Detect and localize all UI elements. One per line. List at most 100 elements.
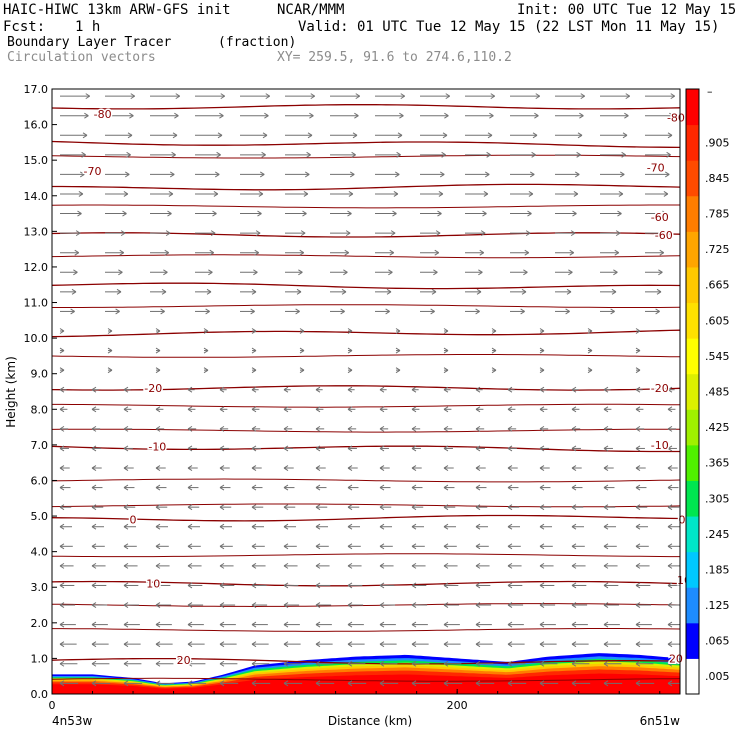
x-tick-label: 0 <box>49 699 56 712</box>
wind-vector-head <box>411 621 417 628</box>
wind-vector-head <box>635 562 641 569</box>
wind-vector-head <box>123 465 129 471</box>
wind-vector-head <box>635 386 641 393</box>
wind-vector-head <box>484 171 490 178</box>
wind-vector-head <box>656 288 662 295</box>
wind-vector-head <box>213 191 219 197</box>
wind-vector-head <box>315 406 321 413</box>
wind-vector-head <box>155 523 161 530</box>
wind-vector-head <box>174 112 179 119</box>
wind-vector-head <box>91 425 97 432</box>
wind-vector-head <box>155 582 161 589</box>
wind-vector-head <box>123 582 129 589</box>
wind-vector-head <box>635 602 641 608</box>
wind-vector-head <box>667 680 673 687</box>
colorbar-swatch <box>686 231 699 268</box>
wind-vector-head <box>347 582 353 589</box>
wind-vector-head <box>379 562 385 569</box>
wind-vector-head <box>123 543 129 550</box>
fcst-value: 1 h <box>75 19 101 35</box>
wind-vector-head <box>379 484 385 491</box>
wind-vector-head <box>315 484 321 491</box>
wind-vector-head <box>571 465 577 471</box>
wind-vector-head <box>348 191 354 197</box>
wind-vector-head <box>635 347 641 354</box>
wind-vector-head <box>437 210 442 217</box>
wind-vector-head <box>438 191 444 197</box>
temperature-contour <box>52 329 680 338</box>
wind-vector-head <box>614 249 620 256</box>
wind-vector-head <box>635 484 641 491</box>
wind-vector-head <box>571 406 577 413</box>
y-tick-label: 5.0 <box>31 510 49 523</box>
circulation-vectors <box>59 93 680 687</box>
y-tick-label: 11.0 <box>24 297 49 310</box>
colorbar-label: .305 <box>705 492 730 505</box>
wind-vector-head <box>491 347 497 354</box>
wind-vector-head <box>489 112 494 119</box>
wind-vector-head <box>603 621 609 628</box>
wind-vector-head <box>283 484 289 491</box>
colorbar-label: .245 <box>705 528 730 541</box>
x-axis-label: Distance (km) <box>328 714 412 728</box>
wind-vector-head <box>491 328 497 334</box>
wind-vector-head <box>379 543 385 550</box>
wind-vector-head <box>603 406 609 413</box>
wind-vector-head <box>571 543 577 550</box>
y-tick-label: 9.0 <box>31 368 49 381</box>
wind-vector-head <box>507 602 513 608</box>
wind-vector-head <box>635 641 641 648</box>
wind-vector-head <box>354 112 359 119</box>
wind-vector-head <box>91 680 97 687</box>
wind-vector-head <box>123 191 129 197</box>
wind-vector-head <box>315 543 321 550</box>
wind-vector-head <box>379 680 385 687</box>
colorbar-label: .365 <box>705 457 730 470</box>
wind-vector-head <box>579 112 584 119</box>
wind-vector-head <box>399 112 404 119</box>
wind-vector-head <box>203 367 209 374</box>
wind-vector-head <box>283 621 289 628</box>
wind-vector-head <box>123 621 129 628</box>
wind-vector-head <box>70 308 75 315</box>
wind-vector-head <box>347 602 353 608</box>
wind-vector-head <box>299 249 305 256</box>
wind-vector-head <box>187 680 193 687</box>
wind-vector-head <box>622 132 628 139</box>
wind-vector-head <box>119 249 125 256</box>
wind-vector-head <box>123 386 129 393</box>
wind-vector-head <box>219 621 225 628</box>
wind-vector-head <box>571 386 577 393</box>
wind-vector-head <box>618 191 624 197</box>
wind-vector-head <box>565 308 570 315</box>
wind-vector-head <box>603 680 609 687</box>
wind-vector-head <box>163 269 168 276</box>
wind-vector-head <box>219 641 225 648</box>
wind-vector-head <box>483 191 489 197</box>
wind-vector-head <box>59 504 65 511</box>
wind-vector-head <box>571 680 577 687</box>
wind-vector-head <box>395 367 401 374</box>
wind-vector-head <box>120 230 126 237</box>
wind-vector-head <box>603 602 609 608</box>
contour-label: -10 <box>651 439 669 452</box>
wind-vector-head <box>251 347 257 354</box>
wind-vector-head <box>507 523 513 530</box>
wind-vector-head <box>507 543 513 550</box>
wind-vector-head <box>155 386 161 393</box>
wind-vector-head <box>155 367 161 374</box>
wind-vector-head <box>187 406 193 413</box>
contour-label: 0 <box>130 514 137 527</box>
wind-vector-head <box>347 523 353 530</box>
wind-vector-head <box>539 602 545 608</box>
wind-vector-head <box>219 660 225 667</box>
wind-vector-head <box>123 406 129 413</box>
wind-vector-head <box>59 406 65 413</box>
wind-vector-head <box>435 230 441 237</box>
wind-vector-head <box>411 386 417 393</box>
wind-vector-head <box>315 562 321 569</box>
wind-vector-head <box>441 151 446 158</box>
wind-vector-head <box>667 582 673 589</box>
wind-vector-head <box>299 328 305 334</box>
